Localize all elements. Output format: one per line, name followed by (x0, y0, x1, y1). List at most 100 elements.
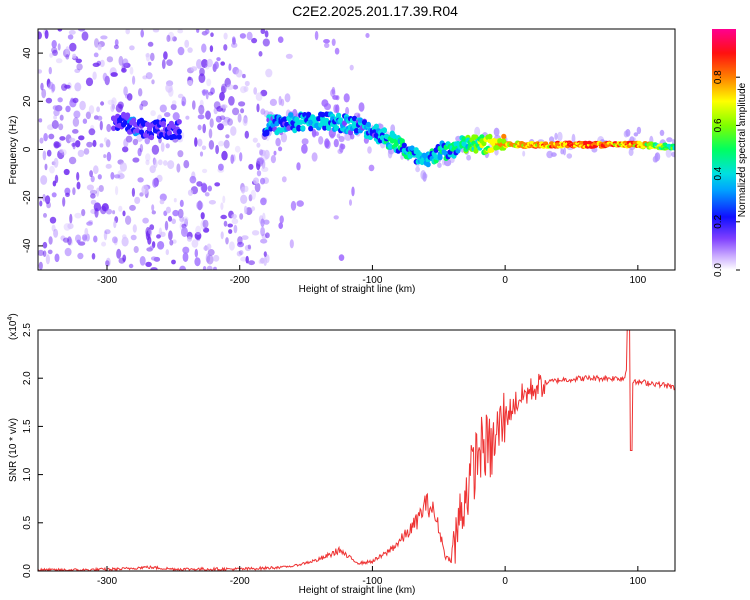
spectrogram-cell (139, 103, 144, 111)
spectrogram-cell (159, 199, 165, 205)
spectrogram-cell (550, 152, 557, 157)
spectrogram-cell (563, 147, 566, 156)
spectrogram-cell (82, 118, 88, 124)
spectrogram-cell (90, 199, 97, 205)
spectrogram-cell (571, 133, 576, 144)
spectrogram-cell (62, 237, 70, 243)
spectrogram-cell (130, 234, 137, 241)
spectrogram-cell (197, 138, 203, 147)
spectrogram-cell (194, 257, 201, 267)
spectrogram-cell (131, 187, 135, 197)
spectrogram-cell (106, 151, 112, 162)
spectrogram-cell (53, 109, 60, 117)
spectrogram-cell (216, 57, 221, 62)
ridge-point (487, 133, 493, 140)
spectrogram-cell (98, 185, 104, 192)
ridge-point (399, 138, 405, 144)
spectrogram-cell (220, 231, 224, 240)
spectrogram-cell (100, 101, 105, 106)
spectrogram-cell (225, 134, 230, 139)
spectrogram-cell (54, 174, 59, 184)
spectrogram-cell (65, 192, 70, 197)
spectrogram-cell (113, 44, 119, 50)
spectrogram-cell (633, 132, 639, 137)
spectrogram-cell (238, 101, 246, 107)
spectrogram-cell (59, 114, 64, 121)
spectrogram-cell (53, 228, 59, 238)
spectrogram-cell (260, 226, 265, 237)
spectrogram-cell (163, 51, 168, 60)
ridge-point (292, 127, 298, 134)
spectrogram-cell (112, 210, 116, 215)
spectrogram-cell (171, 100, 177, 105)
spectrogram-cell (170, 103, 177, 111)
spectrogram-cell (203, 227, 210, 233)
spectrogram-cell (151, 210, 156, 215)
spectrogram-cell (415, 166, 420, 173)
spectrogram-cell (256, 103, 260, 113)
spectrogram-cell (64, 247, 72, 257)
spectrogram-cell (172, 36, 177, 42)
spectrogram-cell (129, 45, 135, 51)
spectrogram-cell (85, 77, 94, 87)
spectrogram-cell (146, 228, 152, 239)
spectrogram-cell (221, 150, 228, 161)
spectrogram-cell (82, 234, 88, 241)
ridge-point (282, 116, 288, 122)
ridge-point (437, 154, 443, 161)
spectrogram-cell (177, 93, 184, 99)
spectrogram-cell (38, 31, 42, 40)
spectrogram-cell (103, 154, 107, 159)
spectrogram-cell (177, 29, 184, 34)
ridge-point (170, 123, 176, 130)
spectrogram-cell (219, 91, 225, 101)
spectrogram-cell (63, 168, 70, 176)
spectrogram-cell (90, 193, 96, 199)
spectrogram-cell (208, 128, 213, 139)
spectrogram-cell (254, 182, 261, 193)
spectrogram-cell (422, 172, 427, 182)
ridge-point (144, 121, 151, 128)
ridge-point (134, 127, 141, 134)
spectrogram-cell (189, 175, 197, 184)
spectrogram-cell (209, 118, 214, 128)
spectrogram-cell (105, 257, 111, 267)
spectrogram-cell (284, 93, 291, 103)
spectrogram-cell (324, 140, 329, 149)
spectrogram-cell (213, 266, 217, 270)
ridge-point (393, 141, 399, 147)
spectrogram-cell (122, 234, 127, 239)
spectrogram-cell (202, 266, 207, 270)
x-tick-label: -300 (97, 576, 117, 587)
spectrogram-cell (281, 176, 287, 183)
spectrogram-cell (47, 249, 53, 255)
spectrogram-cell (38, 249, 45, 256)
spectrogram-cell (57, 29, 63, 32)
colorbar-tick-label: 0.8 (713, 70, 724, 84)
spectrogram-y-axis-label: Frequency (Hz) (8, 116, 19, 185)
spectrogram-cell (46, 78, 51, 88)
spectrogram-cell (549, 136, 555, 143)
spectrogram-cell (343, 93, 350, 103)
spectrogram-cell (65, 46, 70, 56)
spectrogram-cell (118, 205, 123, 212)
spectrogram-cell (115, 185, 119, 196)
spectrogram-cell (129, 204, 136, 211)
spectrogram-cell (150, 256, 157, 261)
spectrogram-cell (65, 54, 70, 60)
spectrogram-cell (165, 83, 173, 93)
spectrogram-cell (264, 30, 269, 38)
spectrogram-cell (201, 145, 207, 151)
spectrogram-cell (119, 104, 124, 110)
spectrogram-cell (173, 198, 177, 203)
spectrogram-cell (163, 160, 168, 166)
spectrogram-cell (671, 151, 675, 158)
spectrogram-cell (659, 129, 665, 136)
spectrogram-cell (336, 133, 341, 139)
spectrogram-cell (387, 149, 393, 159)
spectrogram-cell (200, 219, 206, 230)
spectrogram-cell (164, 220, 169, 231)
spectrogram-cell (221, 120, 229, 126)
spectrogram-cell (243, 205, 248, 215)
snr-data (38, 330, 675, 571)
